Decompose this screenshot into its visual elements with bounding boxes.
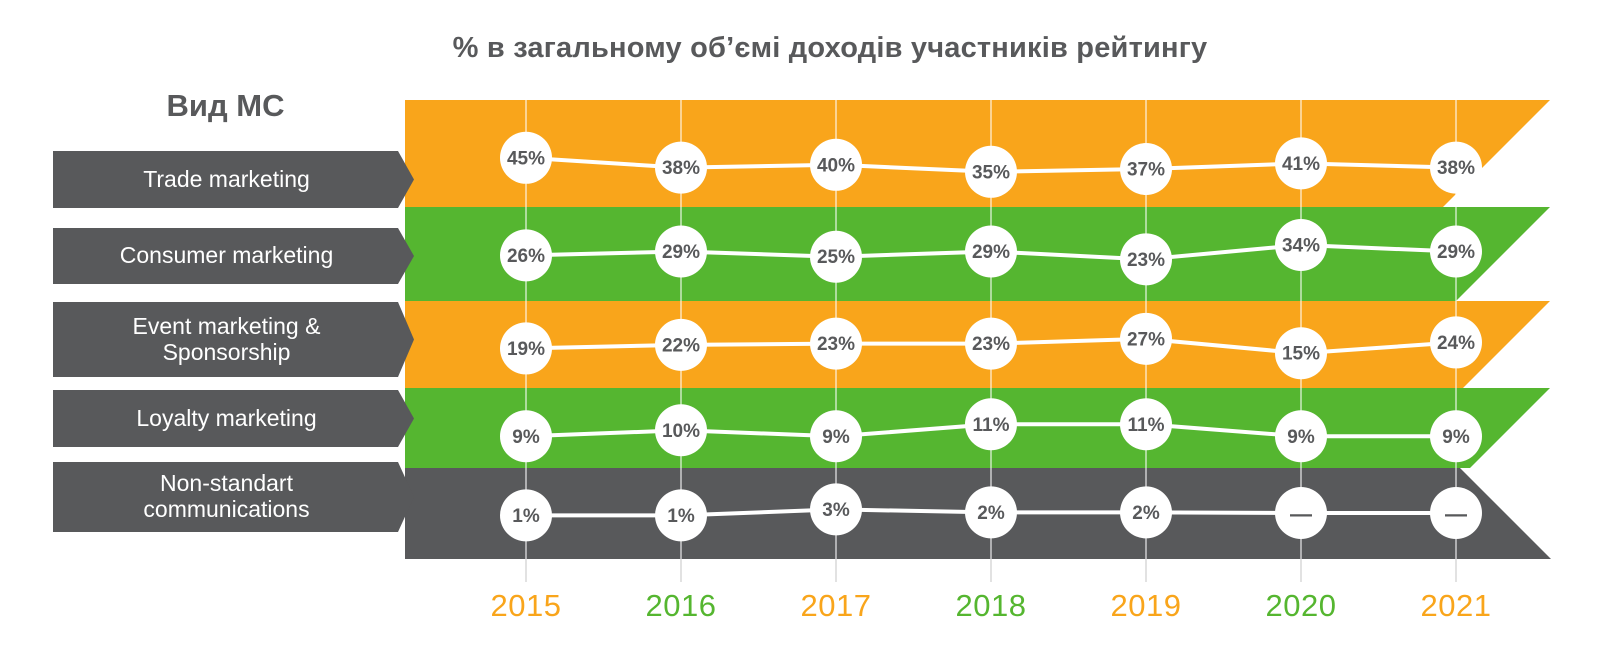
data-value-consumer-marketing-2019: 23% xyxy=(1127,250,1165,271)
data-value-event-marketing-sponsorship-2017: 23% xyxy=(817,334,855,355)
data-point-loyalty-marketing-2018 xyxy=(965,398,1017,451)
year-label-2018: 2018 xyxy=(955,588,1027,623)
data-point-non-standart-communications-2017 xyxy=(810,483,862,536)
data-point-loyalty-marketing-2020 xyxy=(1275,410,1327,463)
row-label-loyalty-marketing: Loyalty marketing xyxy=(53,390,414,447)
data-value-consumer-marketing-2021: 29% xyxy=(1437,242,1475,263)
data-value-consumer-marketing-2016: 29% xyxy=(662,242,700,263)
row-label-trade-marketing: Trade marketing xyxy=(53,151,414,208)
data-point-event-marketing-sponsorship-2019 xyxy=(1120,312,1172,365)
data-point-event-marketing-sponsorship-2015 xyxy=(500,322,552,375)
data-point-event-marketing-sponsorship-2017 xyxy=(810,317,862,370)
data-value-consumer-marketing-2018: 29% xyxy=(972,242,1010,263)
data-point-trade-marketing-2017 xyxy=(810,138,862,191)
data-value-non-standart-communications-2020: — xyxy=(1290,502,1312,527)
year-label-2019: 2019 xyxy=(1110,588,1182,623)
row-label-event-marketing-sponsorship: Event marketing & Sponsorship xyxy=(53,302,414,377)
data-value-non-standart-communications-2015: 1% xyxy=(512,506,540,527)
data-point-event-marketing-sponsorship-2018 xyxy=(965,317,1017,370)
data-point-trade-marketing-2021 xyxy=(1430,141,1482,194)
data-value-loyalty-marketing-2019: 11% xyxy=(1128,415,1165,436)
data-value-trade-marketing-2019: 37% xyxy=(1127,160,1165,181)
data-value-consumer-marketing-2015: 26% xyxy=(507,246,545,267)
data-value-trade-marketing-2016: 38% xyxy=(662,158,700,179)
year-label-2017: 2017 xyxy=(800,588,872,623)
data-point-trade-marketing-2016 xyxy=(655,141,707,194)
data-point-non-standart-communications-2021 xyxy=(1430,487,1482,539)
page-title: % в загальному об’ємі доходів участників… xyxy=(452,32,1208,64)
data-value-event-marketing-sponsorship-2015: 19% xyxy=(507,339,545,360)
data-point-non-standart-communications-2019 xyxy=(1120,486,1172,539)
year-label-2015: 2015 xyxy=(490,588,562,623)
row-label-line: Consumer marketing xyxy=(119,242,334,269)
data-value-loyalty-marketing-2021: 9% xyxy=(1442,427,1470,448)
row-label-non-standart-communications: Non-standart communications xyxy=(53,462,414,532)
year-label-2016: 2016 xyxy=(645,588,717,623)
data-point-trade-marketing-2018 xyxy=(965,145,1017,198)
data-point-trade-marketing-2015 xyxy=(500,131,552,184)
data-value-loyalty-marketing-2017: 9% xyxy=(822,427,850,448)
data-value-consumer-marketing-2020: 34% xyxy=(1282,236,1320,257)
rows-header: Вид МС xyxy=(166,88,285,123)
row-label-line: Non-standart xyxy=(160,470,293,497)
data-value-non-standart-communications-2018: 2% xyxy=(977,503,1005,524)
data-point-loyalty-marketing-2016 xyxy=(655,404,707,457)
data-value-trade-marketing-2017: 40% xyxy=(817,155,855,176)
data-point-trade-marketing-2020 xyxy=(1275,137,1327,190)
data-value-loyalty-marketing-2016: 10% xyxy=(662,421,700,442)
data-point-loyalty-marketing-2017 xyxy=(810,410,862,463)
data-value-non-standart-communications-2021: — xyxy=(1445,502,1467,527)
data-point-consumer-marketing-2018 xyxy=(965,225,1017,278)
data-point-consumer-marketing-2016 xyxy=(655,225,707,278)
data-point-consumer-marketing-2021 xyxy=(1430,225,1482,278)
data-point-consumer-marketing-2020 xyxy=(1275,219,1327,272)
data-value-trade-marketing-2015: 45% xyxy=(507,148,545,169)
data-point-non-standart-communications-2018 xyxy=(965,486,1017,539)
data-value-trade-marketing-2020: 41% xyxy=(1282,154,1320,175)
data-value-loyalty-marketing-2020: 9% xyxy=(1287,427,1315,448)
row-label-line: Sponsorship xyxy=(162,338,291,365)
row-label-consumer-marketing: Consumer marketing xyxy=(53,228,414,284)
row-label-line: communications xyxy=(143,496,310,522)
data-point-non-standart-communications-2020 xyxy=(1275,487,1327,539)
row-label-line: Event marketing & xyxy=(132,312,321,339)
data-point-non-standart-communications-2015 xyxy=(500,489,552,542)
data-value-trade-marketing-2021: 38% xyxy=(1437,158,1475,179)
data-point-trade-marketing-2019 xyxy=(1120,143,1172,195)
year-label-2021: 2021 xyxy=(1420,588,1492,623)
data-value-event-marketing-sponsorship-2018: 23% xyxy=(972,334,1010,355)
data-value-event-marketing-sponsorship-2016: 22% xyxy=(662,335,700,356)
data-point-event-marketing-sponsorship-2021 xyxy=(1430,316,1482,369)
data-point-loyalty-marketing-2019 xyxy=(1120,398,1172,451)
data-value-event-marketing-sponsorship-2020: 15% xyxy=(1282,344,1320,365)
data-value-non-standart-communications-2019: 2% xyxy=(1132,503,1160,524)
data-value-trade-marketing-2018: 35% xyxy=(972,162,1010,183)
data-value-non-standart-communications-2017: 3% xyxy=(822,500,850,521)
data-point-consumer-marketing-2019 xyxy=(1120,233,1172,286)
row-label-line: Loyalty marketing xyxy=(136,404,317,431)
data-value-loyalty-marketing-2018: 11% xyxy=(973,415,1010,436)
year-label-2020: 2020 xyxy=(1265,588,1337,623)
data-point-consumer-marketing-2015 xyxy=(500,229,552,282)
row-label-line: Trade marketing xyxy=(143,165,310,192)
data-value-event-marketing-sponsorship-2019: 27% xyxy=(1127,329,1165,350)
data-point-loyalty-marketing-2015 xyxy=(500,410,552,463)
data-point-event-marketing-sponsorship-2016 xyxy=(655,318,707,371)
data-value-event-marketing-sponsorship-2021: 24% xyxy=(1437,333,1475,354)
data-value-consumer-marketing-2017: 25% xyxy=(817,247,855,268)
data-point-event-marketing-sponsorship-2020 xyxy=(1275,327,1327,380)
data-value-non-standart-communications-2016: 1% xyxy=(667,506,695,527)
data-point-non-standart-communications-2016 xyxy=(655,489,707,542)
data-point-consumer-marketing-2017 xyxy=(810,230,862,283)
data-point-loyalty-marketing-2021 xyxy=(1430,410,1482,463)
data-value-loyalty-marketing-2015: 9% xyxy=(512,427,540,448)
